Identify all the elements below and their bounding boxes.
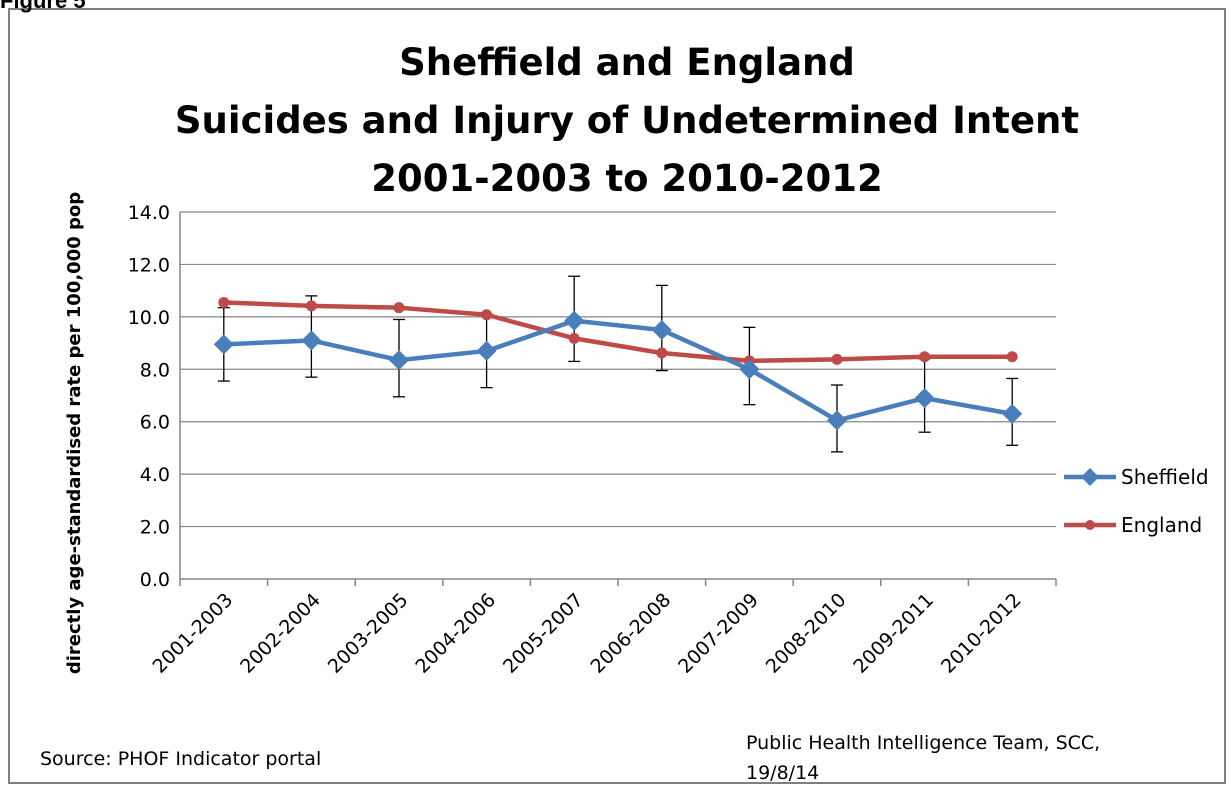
x-tick-labels: 2001-20032002-20042003-20052004-20062005… bbox=[149, 589, 1026, 678]
series bbox=[213, 296, 1023, 431]
chart-title: Sheffield and England Suicides and Injur… bbox=[175, 41, 1079, 200]
england-point bbox=[831, 353, 843, 365]
sheffield-point bbox=[389, 350, 409, 371]
axes bbox=[179, 212, 1057, 586]
error-bars bbox=[217, 275, 1019, 453]
england-point bbox=[1006, 351, 1018, 363]
y-tick-label: 4.0 bbox=[140, 464, 170, 486]
x-tick-label: 2010-2012 bbox=[937, 589, 1026, 678]
legend-label-england: England bbox=[1121, 513, 1202, 537]
x-tick-label: 2001-2003 bbox=[149, 589, 238, 678]
y-tick-label: 6.0 bbox=[140, 412, 170, 434]
england-point bbox=[305, 300, 317, 312]
figure-label: Figure 5 bbox=[0, 0, 86, 13]
england-point bbox=[568, 332, 580, 344]
sheffield-point bbox=[564, 310, 585, 331]
x-tick-label: 2006-2008 bbox=[587, 589, 676, 678]
sheffield-point bbox=[827, 410, 847, 431]
y-tick-label: 8.0 bbox=[140, 359, 170, 381]
england-point bbox=[481, 309, 493, 321]
y-tick-label: 0.0 bbox=[140, 569, 170, 591]
sheffield-point bbox=[739, 359, 760, 380]
legend-label-sheffield: Sheffield bbox=[1121, 465, 1209, 489]
x-tick-label: 2002-2004 bbox=[236, 589, 325, 678]
credit-note: Public Health Intelligence Team, SCC, 19… bbox=[746, 728, 1100, 788]
sheffield-point bbox=[476, 340, 497, 361]
x-tick-label: 2009-2011 bbox=[849, 589, 938, 678]
x-tick-label: 2007-2009 bbox=[674, 589, 763, 678]
sheffield-line bbox=[223, 318, 1013, 423]
england-point bbox=[393, 302, 405, 314]
y-tick-label: 14.0 bbox=[128, 202, 170, 224]
y-axis-label: directly age-standardised rate per 100,0… bbox=[64, 192, 85, 674]
legend-marker-sheffield bbox=[1081, 468, 1099, 486]
england-point bbox=[218, 296, 230, 308]
x-tick-label: 2005-2007 bbox=[499, 589, 588, 678]
chart-title-line-1: Sheffield and England bbox=[399, 41, 855, 84]
y-tick-label: 2.0 bbox=[140, 517, 170, 539]
y-tick-label: 10.0 bbox=[128, 307, 170, 329]
sheffield-point bbox=[651, 319, 672, 340]
x-tick-label: 2008-2010 bbox=[762, 589, 851, 678]
x-tick-label: 2004-2006 bbox=[411, 589, 500, 678]
chart-title-line-3: 2001-2003 to 2010-2012 bbox=[371, 157, 883, 200]
sheffield-point bbox=[914, 388, 935, 409]
chart-title-line-2: Suicides and Injury of Undetermined Inte… bbox=[175, 99, 1079, 142]
credit-line-1: Public Health Intelligence Team, SCC, bbox=[746, 732, 1101, 754]
legend: Sheffield England bbox=[1064, 465, 1209, 537]
sheffield-point bbox=[1002, 403, 1023, 424]
england-line bbox=[223, 300, 1013, 364]
sheffield-point bbox=[301, 330, 322, 351]
y-tick-labels: 0.0 2.0 4.0 6.0 8.0 10.0 12.0 14.0 bbox=[128, 202, 170, 591]
sheffield-point bbox=[213, 334, 234, 355]
figure-frame bbox=[8, 8, 1226, 784]
legend-marker-england bbox=[1085, 520, 1095, 530]
x-tick-label: 2003-2005 bbox=[324, 589, 413, 678]
credit-line-2: 19/8/14 bbox=[746, 762, 820, 784]
source-note: Source: PHOF Indicator portal bbox=[40, 748, 322, 770]
england-point bbox=[919, 351, 931, 363]
england-point bbox=[656, 347, 668, 359]
y-tick-label: 12.0 bbox=[128, 254, 170, 276]
gridlines bbox=[180, 211, 1056, 528]
